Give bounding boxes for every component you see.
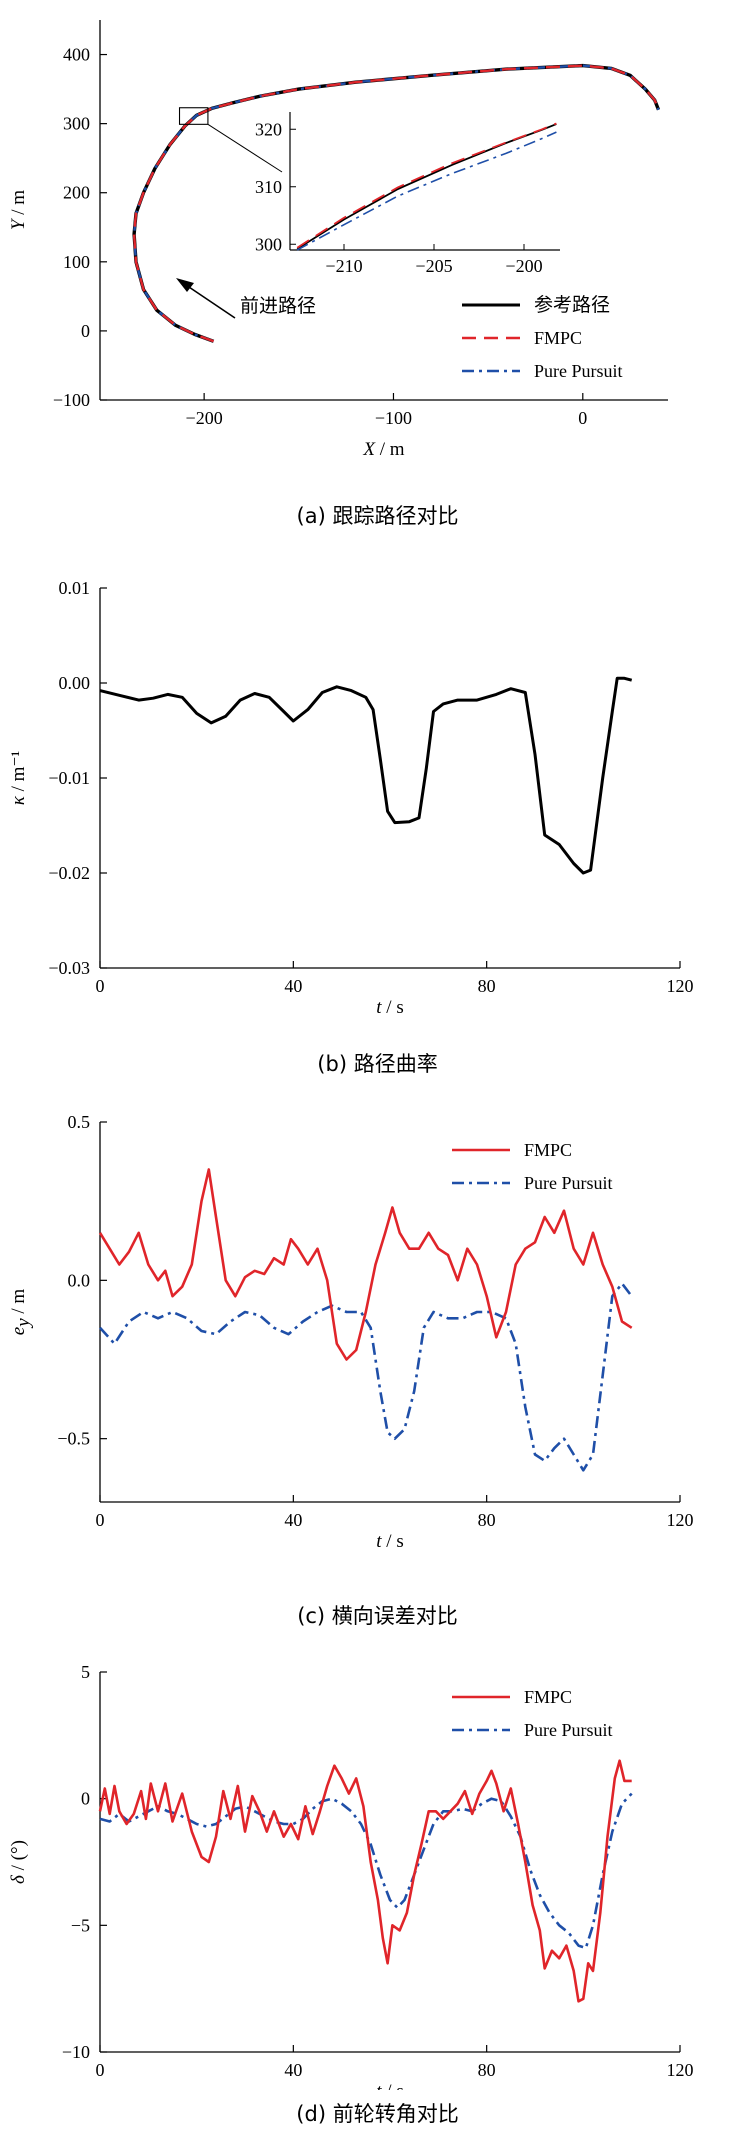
x-tick-label: 120 <box>667 976 694 996</box>
inset-series-fmpc <box>296 122 557 249</box>
panel-c: 0 40 80 120 −0.5 0.0 0.5 t / s ey / m FMPC Pure Pu… <box>0 1100 755 1640</box>
legend-label: FMPC <box>524 1687 572 1707</box>
inset-y-tick-label: 310 <box>255 177 282 197</box>
y-tick-label: −100 <box>53 390 90 410</box>
y-tick-label: −0.01 <box>48 768 90 788</box>
y-tick-label: −0.03 <box>48 958 90 978</box>
legend-label: FMPC <box>534 328 582 348</box>
panel-a: −200 −100 0 −100 0 100 200 300 400 X / m Y / m −210… <box>0 0 755 560</box>
x-tick-label: 0 <box>96 1510 105 1530</box>
legend-label: Pure Pursuit <box>524 1720 613 1740</box>
y-axis-label: Y / m <box>8 190 29 230</box>
y-tick-label: 0.5 <box>68 1112 91 1132</box>
inset-series-pure-pursuit <box>296 131 557 251</box>
y-tick-label: 0 <box>81 321 90 341</box>
x-tick-label: 120 <box>667 1510 694 1530</box>
y-tick-label: 5 <box>81 1662 90 1682</box>
x-tick-label: 40 <box>284 2060 302 2080</box>
x-tick-label: 40 <box>284 976 302 996</box>
direction-annotation: 前进路径 <box>240 295 316 317</box>
x-axis-label: X / m <box>362 439 404 460</box>
inset-x-tick-label: −205 <box>415 256 452 276</box>
x-axis-label: t / s <box>376 997 403 1018</box>
y-tick-label: −0.02 <box>48 863 90 883</box>
y-tick-label: 0 <box>81 1789 90 1809</box>
zoom-connector <box>207 123 283 173</box>
legend-label: Pure Pursuit <box>524 1173 613 1193</box>
y-tick-label: 400 <box>63 45 90 65</box>
caption-b: (b) 路径曲率 <box>317 1052 438 1076</box>
chart-a-plot: −200 −100 0 −100 0 100 200 300 400 X / m Y / m −210… <box>8 20 668 460</box>
y-tick-label: 0.01 <box>59 578 91 598</box>
series-fmpc <box>132 64 660 343</box>
x-tick-label: −200 <box>186 408 223 428</box>
y-tick-label: 200 <box>63 183 90 203</box>
series-curvature <box>99 676 633 875</box>
y-tick-label: −0.5 <box>57 1429 90 1449</box>
x-tick-label: 0 <box>578 408 587 428</box>
x-tick-label: 0 <box>96 2060 105 2080</box>
chart-b-plot: 0 40 80 120 −0.03 −0.02 −0.01 0.00 0.01 t / s κ / … <box>8 578 694 1018</box>
x-tick-label: 120 <box>667 2060 694 2080</box>
caption-d: (d) 前轮转角对比 <box>296 2102 459 2126</box>
y-tick-label: −10 <box>62 2042 90 2062</box>
legend-label: 参考路径 <box>534 294 610 316</box>
y-tick-label: 100 <box>63 252 90 272</box>
series-fmpc <box>98 1168 633 1361</box>
inset-background <box>290 112 560 250</box>
series-fmpc <box>98 1759 632 2003</box>
x-tick-label: 40 <box>284 1510 302 1530</box>
chart-d-plot: 0 40 80 120 −10 −5 0 5 t / s δ / (°) FMPC Pure Purs… <box>8 1662 694 2090</box>
x-axis-label: t / s <box>376 1531 403 1552</box>
caption-a: (a) 跟踪路径对比 <box>296 504 459 528</box>
y-tick-label: −5 <box>71 1915 90 1935</box>
series-pure-pursuit <box>99 1282 633 1472</box>
direction-arrow-head <box>176 278 194 292</box>
legend-label: FMPC <box>524 1140 572 1160</box>
y-tick-label: 0.00 <box>59 673 91 693</box>
x-tick-label: 0 <box>96 976 105 996</box>
x-tick-label: 80 <box>478 2060 496 2080</box>
caption-c: (c) 横向误差对比 <box>297 1604 458 1628</box>
panel-b: 0 40 80 120 −0.03 −0.02 −0.01 0.00 0.01 t / s κ / … <box>0 560 755 1100</box>
chart-c-plot: 0 40 80 120 −0.5 0.0 0.5 t / s ey / m FMPC Pure Pu… <box>8 1112 694 1552</box>
x-tick-label: 80 <box>478 976 496 996</box>
x-tick-label: −100 <box>375 408 412 428</box>
inset-x-tick-label: −210 <box>325 256 362 276</box>
y-axis-label: κ / m⁻¹ <box>8 750 29 805</box>
inset-x-tick-label: −200 <box>505 256 542 276</box>
panel-d: 0 40 80 120 −10 −5 0 5 t / s δ / (°) FMPC Pure Purs… <box>0 1650 755 2132</box>
y-tick-label: 300 <box>63 114 90 134</box>
zoom-box <box>178 107 209 125</box>
x-axis-label: t / s <box>376 2081 403 2090</box>
legend-label: Pure Pursuit <box>534 361 623 381</box>
inset-y-tick-label: 300 <box>255 234 282 254</box>
y-axis-label: δ / (°) <box>8 1840 29 1884</box>
x-tick-label: 80 <box>478 1510 496 1530</box>
y-axis-label: ey / m <box>8 1289 34 1336</box>
inset-y-tick-label: 320 <box>255 119 282 139</box>
y-tick-label: 0.0 <box>68 1270 91 1290</box>
direction-arrow-shaft <box>182 282 236 319</box>
